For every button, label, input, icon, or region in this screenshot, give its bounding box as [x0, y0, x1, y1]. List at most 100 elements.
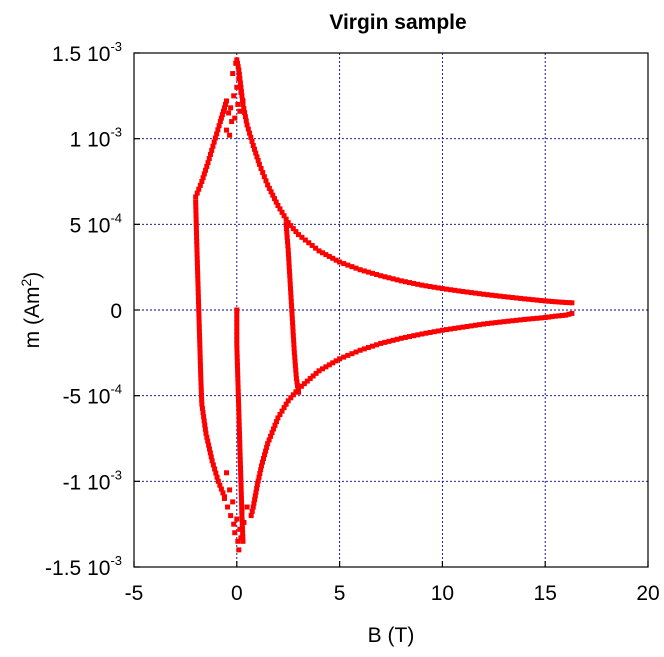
- data-point: [235, 384, 241, 390]
- data-point: [286, 268, 292, 274]
- y-axis-label: m (Am2): [18, 272, 44, 349]
- data-point: [237, 457, 243, 463]
- data-point: [196, 298, 202, 304]
- data-point: [218, 486, 224, 492]
- data-point: [216, 123, 222, 129]
- data-point: [468, 290, 474, 296]
- data-point: [203, 430, 209, 436]
- data-point: [235, 367, 241, 373]
- data-point: [237, 80, 243, 86]
- data-point: [306, 240, 312, 246]
- data-point: [194, 238, 200, 244]
- data-point: [195, 277, 201, 283]
- data-point: [235, 397, 241, 403]
- data-point: [209, 458, 215, 464]
- data-point: [256, 474, 262, 480]
- y-tick-label: -1.5 10-3: [45, 553, 122, 580]
- data-point: [207, 450, 213, 456]
- data-point: [226, 110, 232, 116]
- data-point: [566, 300, 572, 306]
- data-point: [263, 448, 269, 454]
- data-point: [250, 143, 256, 149]
- data-point: [294, 379, 300, 385]
- data-point: [193, 199, 199, 205]
- data-point: [236, 401, 242, 407]
- data-point: [542, 315, 548, 321]
- data-point: [534, 297, 540, 303]
- data-point: [501, 319, 507, 325]
- data-point: [559, 299, 565, 305]
- data-point: [337, 356, 343, 362]
- data-point: [302, 237, 308, 243]
- data-point: [569, 300, 575, 306]
- data-point: [304, 378, 310, 384]
- data-point: [522, 296, 528, 302]
- data-point: [268, 433, 274, 439]
- data-point: [566, 311, 572, 317]
- data-point: [270, 192, 276, 198]
- data-point: [244, 504, 250, 510]
- data-point: [518, 295, 524, 301]
- data-point: [361, 268, 367, 274]
- data-point: [448, 287, 454, 293]
- data-point: [247, 130, 253, 136]
- data-point: [236, 547, 242, 553]
- data-point: [556, 299, 562, 305]
- data-point: [237, 461, 243, 467]
- data-point: [509, 318, 515, 324]
- data-point: [275, 415, 281, 421]
- data-point: [452, 287, 458, 293]
- data-point: [196, 324, 202, 330]
- data-point: [240, 538, 246, 544]
- data-point: [439, 286, 445, 292]
- data-point: [204, 434, 210, 440]
- data-point: [330, 255, 336, 261]
- data-point: [369, 343, 375, 349]
- data-point: [194, 247, 200, 253]
- data-point: [251, 146, 257, 152]
- data-point: [234, 84, 240, 90]
- data-point: [234, 354, 240, 360]
- data-point: [255, 478, 261, 484]
- data-point: [349, 351, 355, 357]
- data-point: [242, 114, 248, 120]
- data-point: [249, 508, 255, 514]
- data-point: [239, 517, 245, 523]
- y-tick-label: 5 10-4: [70, 210, 122, 237]
- data-point: [195, 286, 201, 292]
- data-point: [526, 316, 532, 322]
- data-point: [456, 325, 462, 331]
- data-point: [206, 446, 212, 452]
- data-point: [261, 455, 267, 461]
- data-point: [238, 84, 244, 90]
- data-point: [253, 489, 259, 495]
- data-point: [423, 330, 429, 336]
- data-point: [382, 274, 388, 280]
- data-point: [236, 431, 242, 437]
- data-point: [193, 212, 199, 218]
- data-point: [552, 313, 558, 319]
- data-point: [285, 247, 291, 253]
- data-point: [201, 418, 207, 424]
- data-point: [229, 119, 235, 125]
- data-point: [236, 406, 242, 412]
- data-point: [419, 331, 425, 337]
- data-point: [194, 264, 200, 270]
- data-point: [197, 358, 203, 364]
- data-point: [196, 328, 202, 334]
- data-point: [198, 380, 204, 386]
- data-point: [283, 221, 289, 227]
- data-point: [291, 341, 297, 347]
- data-point: [217, 482, 223, 488]
- data-point: [202, 426, 208, 432]
- data-point: [394, 277, 400, 283]
- data-point: [202, 422, 208, 428]
- data-point: [228, 513, 234, 519]
- data-point: [374, 272, 380, 278]
- data-point: [227, 132, 233, 138]
- data-point: [290, 328, 296, 334]
- y-tick-label: 0: [110, 300, 122, 323]
- data-point: [206, 442, 212, 448]
- data-point: [204, 163, 210, 169]
- data-point: [294, 382, 300, 388]
